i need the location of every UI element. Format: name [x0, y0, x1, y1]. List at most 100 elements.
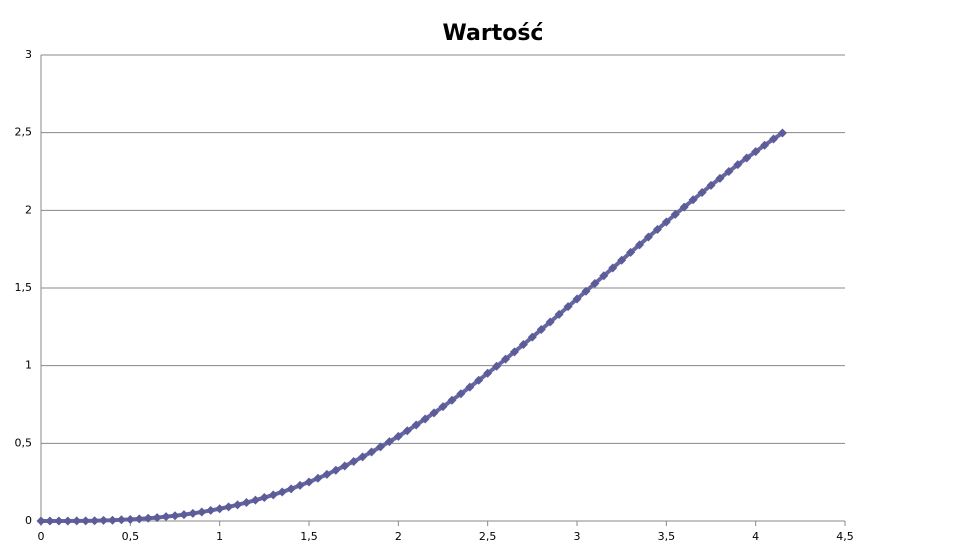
marker [90, 516, 100, 526]
marker [358, 452, 368, 462]
marker [715, 173, 725, 183]
marker [250, 495, 260, 505]
marker [429, 408, 439, 418]
x-tick-label: 2 [395, 530, 402, 543]
y-tick-label: 3 [25, 48, 32, 61]
x-tick-label: 1,5 [300, 530, 318, 543]
marker [760, 140, 770, 150]
marker [72, 516, 82, 526]
x-tick-label: 0,5 [122, 530, 140, 543]
marker [384, 437, 394, 447]
marker [617, 255, 627, 265]
marker [224, 502, 234, 512]
marker [626, 247, 636, 257]
marker [483, 368, 493, 378]
marker [286, 484, 296, 494]
marker [179, 510, 189, 520]
marker [107, 515, 117, 525]
marker [590, 278, 600, 288]
marker [152, 513, 162, 523]
marker [116, 515, 126, 525]
marker [572, 294, 582, 304]
marker [241, 498, 251, 508]
marker [769, 134, 779, 144]
marker [733, 160, 743, 170]
marker [724, 167, 734, 176]
marker [635, 240, 645, 250]
marker [304, 477, 314, 487]
marker [501, 354, 511, 364]
marker [742, 153, 752, 163]
x-tick-label: 3 [574, 530, 581, 543]
marker [215, 504, 225, 514]
x-tick-label: 2,5 [479, 530, 497, 543]
marker [536, 324, 546, 334]
marker [375, 442, 385, 452]
chart-title: Wartość [443, 21, 544, 46]
marker [340, 461, 350, 471]
marker [527, 332, 537, 342]
marker [456, 389, 466, 399]
marker [688, 195, 698, 205]
marker [402, 426, 412, 436]
marker [697, 187, 707, 197]
x-tick-label: 4 [752, 530, 759, 543]
x-tick-label: 4,5 [836, 530, 854, 543]
marker [134, 514, 144, 524]
y-tick-label: 1 [25, 359, 32, 372]
marker [170, 511, 180, 521]
marker [670, 209, 680, 219]
marker [465, 382, 475, 392]
marker [54, 516, 64, 526]
marker [706, 180, 716, 190]
marker [492, 361, 502, 371]
marker [259, 493, 269, 503]
marker [367, 447, 377, 457]
marker [206, 505, 216, 515]
marker [322, 469, 332, 479]
marker [679, 202, 689, 212]
marker [277, 487, 287, 497]
marker [295, 480, 305, 490]
marker [81, 516, 91, 526]
marker [652, 224, 662, 234]
marker [447, 395, 457, 405]
marker [420, 414, 430, 424]
x-tick-label: 1 [216, 530, 223, 543]
marker [125, 514, 135, 524]
marker [36, 516, 46, 526]
marker [143, 513, 153, 523]
y-tick-label: 2 [25, 203, 32, 216]
marker [161, 512, 171, 522]
marker [554, 309, 564, 319]
marker [643, 232, 653, 242]
marker [581, 286, 591, 296]
marker [99, 515, 109, 525]
marker [411, 420, 421, 430]
marker [751, 147, 761, 157]
marker [518, 340, 528, 350]
marker [313, 473, 323, 483]
marker [474, 375, 484, 385]
marker [197, 507, 207, 517]
y-tick-label: 0 [25, 514, 32, 527]
y-tick-label: 0,5 [15, 436, 33, 449]
y-tick-label: 2,5 [15, 126, 33, 139]
marker [393, 431, 403, 441]
series-line [41, 131, 784, 523]
marker [233, 500, 243, 510]
marker [63, 516, 73, 526]
marker [608, 263, 618, 273]
marker [509, 347, 519, 357]
x-tick-label: 3,5 [658, 530, 676, 543]
y-tick-label: 1,5 [15, 281, 33, 294]
marker [599, 271, 609, 281]
marker [661, 217, 671, 227]
marker [188, 508, 198, 518]
marker [545, 317, 555, 327]
marker [331, 465, 341, 475]
marker [563, 302, 573, 312]
x-tick-label: 0 [38, 530, 45, 543]
marker [268, 490, 278, 500]
